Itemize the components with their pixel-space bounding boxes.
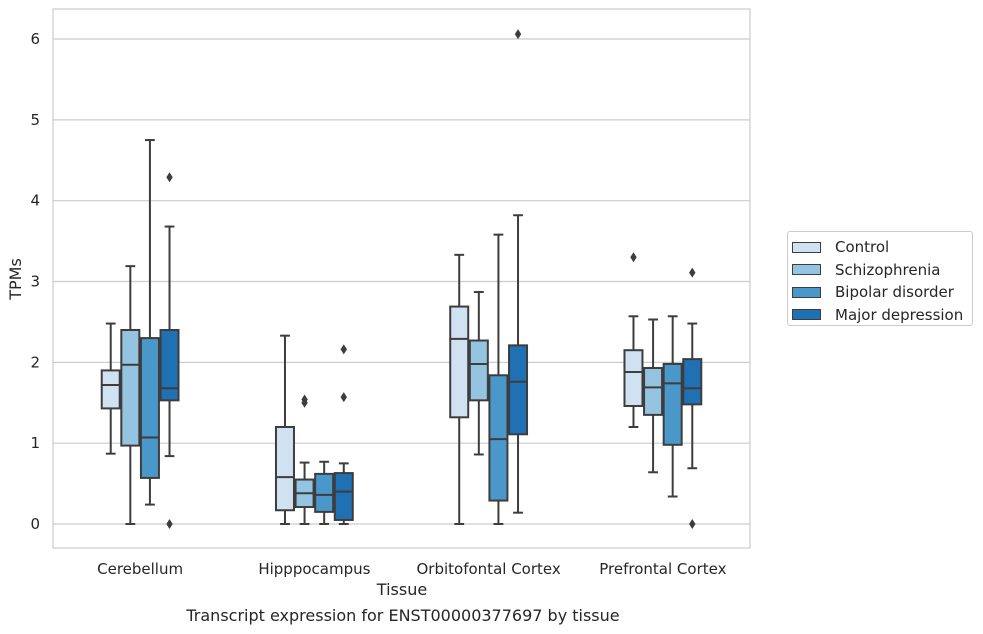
- box-iqr: [159, 329, 180, 402]
- box: [662, 315, 683, 498]
- x-tick-label: Prefrontal Cortex: [599, 560, 726, 578]
- box: [274, 334, 295, 525]
- box: [508, 29, 529, 514]
- box: [314, 460, 335, 525]
- x-tick-label: Orbitofontal Cortex: [417, 560, 561, 578]
- box-iqr: [449, 305, 470, 419]
- box-iqr: [662, 362, 683, 446]
- outlier-point: [166, 172, 173, 183]
- outlier-point: [689, 519, 696, 529]
- legend-item: Bipolar disorder: [792, 281, 972, 304]
- series-control: [100, 252, 644, 525]
- series-schizophrenia: [120, 265, 664, 525]
- legend-item: Major depression: [792, 304, 972, 327]
- box-iqr: [488, 374, 509, 502]
- box: [468, 291, 489, 456]
- box-iqr: [274, 426, 295, 512]
- legend-item: Control: [792, 236, 972, 259]
- box: [449, 253, 470, 525]
- box: [100, 322, 121, 455]
- y-axis-label: TPMs: [6, 258, 25, 301]
- box-iqr: [623, 349, 644, 407]
- y-tick-label: 2: [30, 353, 40, 371]
- legend-label: Bipolar disorder: [835, 283, 954, 302]
- box-iqr: [333, 472, 354, 521]
- y-tick-labels: 0 1 2 3 4 5 6: [30, 30, 40, 533]
- x-tick-labels: Cerebellum Hipppocampus Orbitofontal Corte…: [97, 560, 726, 578]
- legend-swatch: [792, 264, 821, 276]
- outlier-point: [340, 392, 347, 403]
- box-series: [100, 29, 703, 529]
- box-iqr: [100, 369, 121, 410]
- outlier-point: [514, 29, 522, 40]
- legend-swatch: [792, 286, 821, 298]
- box-iqr: [314, 472, 335, 513]
- box: [159, 172, 180, 529]
- legend-item: Schizophrenia: [792, 259, 972, 282]
- box-iqr: [120, 329, 141, 447]
- box: [139, 139, 160, 506]
- legend-label: Schizophrenia: [835, 260, 941, 279]
- x-tick-label: Cerebellum: [97, 560, 183, 578]
- box-iqr: [508, 344, 529, 436]
- legend-label: Control: [835, 238, 890, 257]
- outlier-point: [166, 519, 173, 529]
- chart-caption: Transcript expression for ENST0000037769…: [186, 606, 620, 625]
- legend-swatch: [792, 241, 821, 253]
- box-iqr: [468, 339, 489, 402]
- x-axis-label: Tissue: [376, 580, 427, 599]
- box-iqr: [682, 358, 703, 406]
- y-tick-label: 4: [30, 192, 40, 210]
- outlier-point: [301, 394, 308, 405]
- y-tick-label: 5: [30, 111, 40, 129]
- y-tick-label: 3: [30, 273, 40, 291]
- box: [643, 318, 664, 474]
- series-major-depression: [159, 29, 703, 529]
- outlier-point: [689, 267, 696, 278]
- box-iqr: [139, 337, 160, 479]
- y-tick-label: 0: [30, 515, 40, 533]
- box: [120, 265, 141, 525]
- box: [623, 252, 644, 429]
- x-tick-label: Hipppocampus: [258, 560, 370, 578]
- legend-swatch: [792, 309, 821, 321]
- box: [294, 394, 315, 525]
- outlier-point: [630, 252, 637, 263]
- outlier-point: [340, 344, 347, 355]
- box: [682, 267, 703, 529]
- box-iqr: [643, 366, 664, 416]
- box: [488, 233, 509, 525]
- box: [333, 344, 354, 525]
- y-tick-label: 1: [30, 434, 40, 452]
- y-tick-label: 6: [30, 30, 40, 48]
- legend: Control Schizophrenia Bipolar disorder Majo…: [787, 231, 973, 326]
- plot-frame: [52, 8, 751, 549]
- series-bipolar-disorder: [139, 139, 683, 525]
- legend-label: Major depression: [835, 305, 964, 324]
